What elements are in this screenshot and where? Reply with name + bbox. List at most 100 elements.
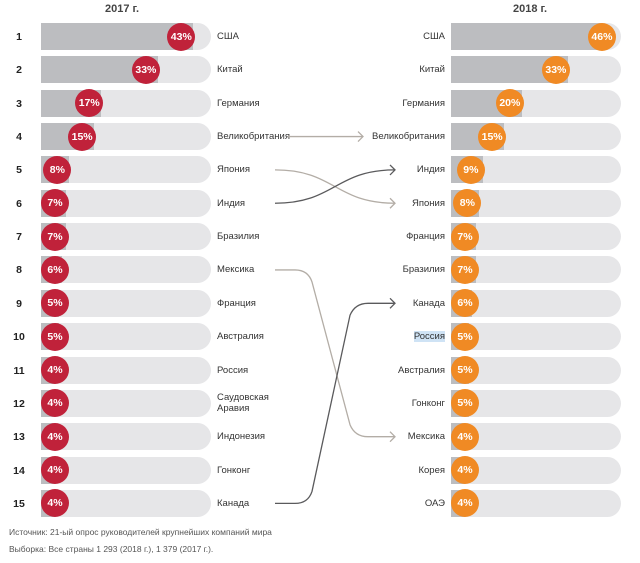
bar-track: 4% — [41, 489, 211, 518]
country-label: Германия — [402, 97, 445, 109]
bar-track: 5% — [41, 322, 211, 351]
value-badge: 5% — [451, 322, 479, 351]
value-badge: 43% — [167, 22, 196, 51]
value-badge: 4% — [41, 356, 69, 384]
country-label: Франция — [217, 297, 256, 309]
country-label: Гонконг — [217, 464, 251, 476]
country-label: Китай — [419, 64, 445, 76]
rank-number: 9 — [16, 297, 22, 310]
rank-number: 8 — [16, 264, 22, 277]
value-badge: 8% — [43, 155, 72, 184]
bar-track: 6% — [41, 255, 211, 284]
value-badge: 7% — [451, 222, 479, 251]
value-badge: 33% — [541, 55, 570, 84]
bar-track: 5% — [451, 356, 621, 384]
bar-track: 20% — [451, 89, 621, 118]
arrowhead-icon — [357, 131, 364, 143]
bar-track: 15% — [41, 122, 211, 151]
country-label: Канада — [217, 497, 250, 509]
country-label: Мексика — [217, 264, 255, 276]
bar-track: 43% — [41, 22, 211, 51]
value-badge: 6% — [41, 255, 69, 284]
rank-number: 6 — [16, 197, 22, 210]
bar-track: 9% — [451, 155, 621, 184]
value-badge: 4% — [451, 489, 479, 518]
rank-number: 14 — [13, 464, 25, 477]
bar-track: 4% — [451, 489, 621, 518]
bar-track: 4% — [451, 422, 621, 451]
country-label: Бразилия — [217, 231, 260, 243]
header-2017: 2017 г. — [105, 3, 140, 15]
country-label: Китай — [217, 64, 243, 76]
country-label: Индия — [416, 164, 445, 176]
value-badge: 8% — [453, 189, 482, 218]
country-label: Саудовская Аравия — [217, 391, 269, 414]
country-label: Мексика — [407, 431, 445, 443]
value-badge: 5% — [451, 356, 479, 384]
bar-track: 5% — [451, 322, 621, 351]
value-badge: 5% — [41, 322, 69, 351]
rank-number: 4 — [16, 131, 22, 144]
bar-track: 7% — [41, 189, 211, 218]
arrowhead-icon — [389, 197, 396, 209]
value-badge: 46% — [587, 22, 616, 51]
country-label: Великобритания — [372, 131, 445, 143]
arrowhead-icon — [389, 297, 396, 309]
country-label: Великобритания — [217, 131, 290, 143]
value-badge: 4% — [451, 456, 479, 485]
country-label: Россия — [217, 364, 249, 376]
bar-track: 7% — [451, 222, 621, 251]
country-label: Германия — [217, 97, 260, 109]
country-label: Корея — [418, 464, 445, 476]
country-label: Бразилия — [402, 264, 445, 276]
rank-number: 5 — [16, 164, 22, 177]
country-label: США — [217, 31, 239, 42]
country-label: Индонезия — [217, 431, 266, 443]
country-label: Индия — [217, 197, 246, 209]
arrowhead-icon — [389, 164, 396, 176]
bar-track: 4% — [41, 356, 211, 384]
country-label: Австралия — [217, 331, 264, 343]
rank-number: 13 — [13, 431, 25, 444]
country-label: Австралия — [398, 364, 445, 376]
bar-track: 4% — [41, 456, 211, 485]
bar-track: 7% — [451, 255, 621, 284]
bar-track: 4% — [41, 422, 211, 451]
country-label: Россия — [413, 331, 445, 343]
bar-track: 5% — [451, 389, 621, 418]
value-badge: 7% — [451, 255, 479, 284]
value-badge: 33% — [131, 55, 160, 84]
value-badge: 15% — [478, 122, 507, 151]
bar-track: 4% — [41, 389, 211, 418]
header-2018: 2018 г. — [513, 3, 548, 15]
bar-track: 33% — [451, 55, 621, 84]
footnote-sample: Выборка: Все страны 1 293 (2018 г.), 1 3… — [9, 544, 214, 554]
bar-track: 33% — [41, 55, 211, 84]
bar-track: 8% — [41, 155, 211, 184]
value-badge: 4% — [41, 422, 69, 451]
value-badge: 15% — [68, 122, 97, 151]
bar-track: 7% — [41, 222, 211, 251]
country-label: США — [423, 31, 445, 42]
rank-change-arrow — [275, 269, 395, 438]
bar-track: 17% — [41, 89, 211, 118]
country-label: Гонконг — [411, 397, 445, 409]
country-label: ОАЭ — [424, 497, 445, 509]
value-badge: 9% — [456, 155, 485, 184]
country-label: Франция — [406, 231, 445, 243]
rank-number: 11 — [13, 364, 25, 377]
bar-track: 15% — [451, 122, 621, 151]
value-badge: 4% — [41, 456, 69, 485]
arrowhead-icon — [389, 431, 396, 443]
value-badge: 4% — [451, 422, 479, 451]
rank-number: 7 — [16, 231, 22, 244]
bar-track: 46% — [451, 22, 621, 51]
rank-number: 1 — [16, 31, 22, 43]
bar-fill — [451, 23, 614, 50]
value-badge: 7% — [41, 222, 69, 251]
rank-change-arrow — [274, 169, 396, 204]
bar-track: 5% — [41, 289, 211, 318]
value-badge: 4% — [41, 389, 69, 418]
value-badge: 17% — [75, 89, 104, 118]
